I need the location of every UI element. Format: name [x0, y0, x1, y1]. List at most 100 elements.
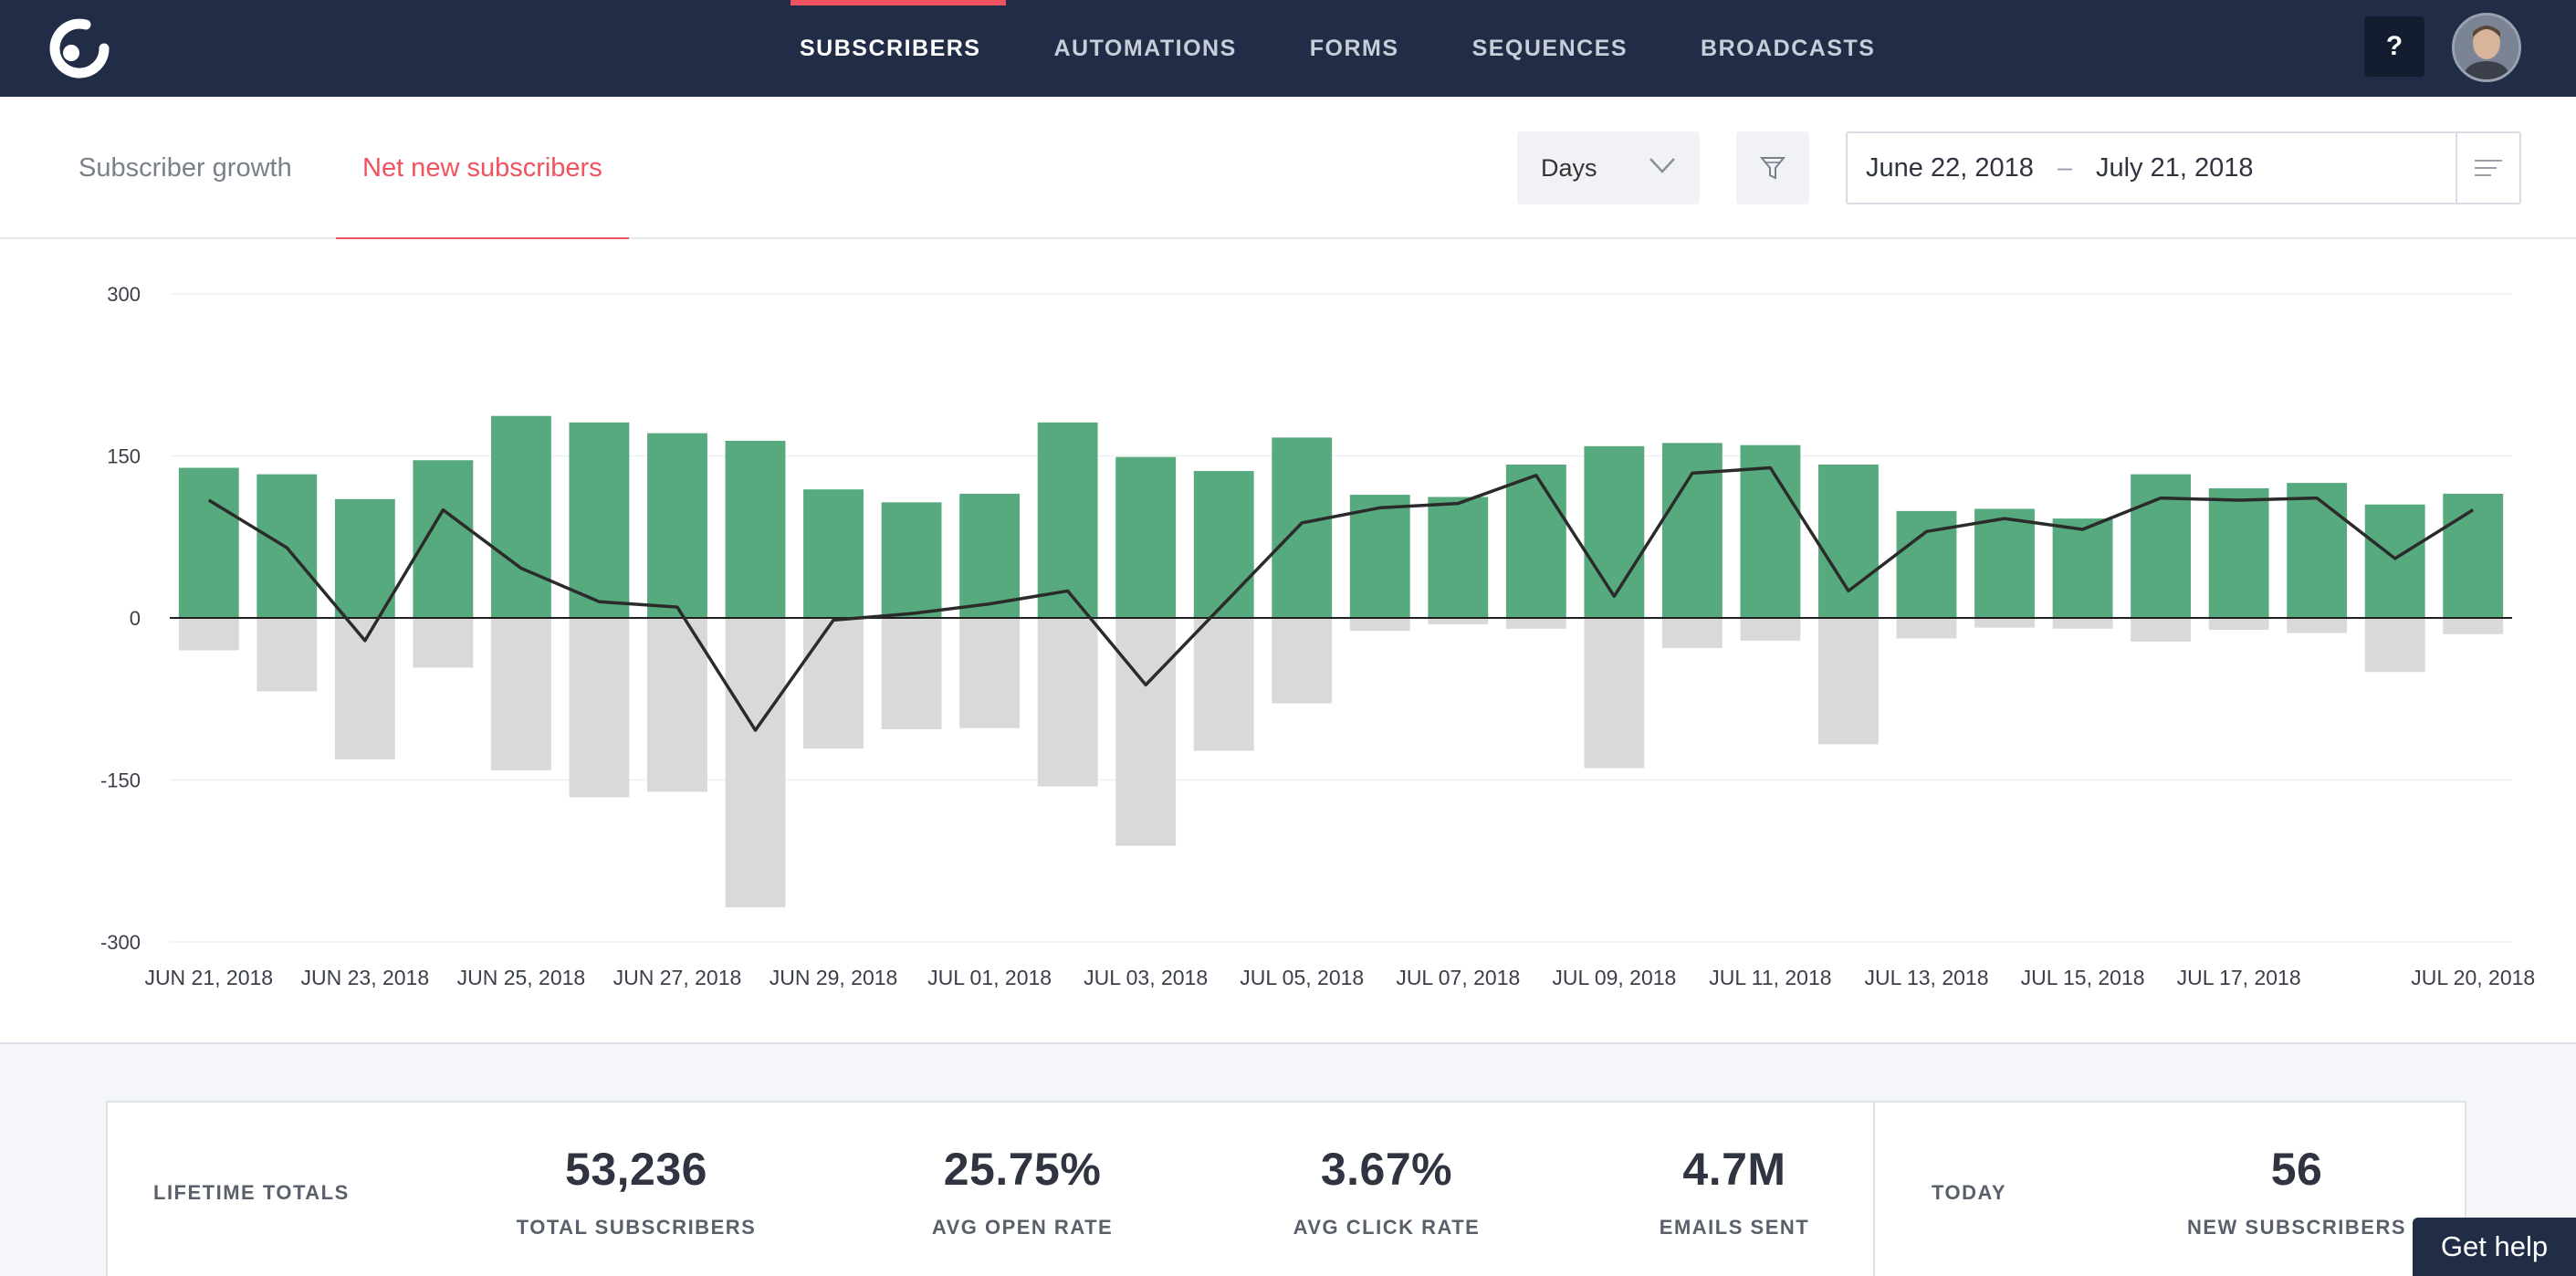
tab-net-new-subscribers[interactable]: Net new subscribers [336, 97, 629, 241]
bar-unsubscribed [1896, 618, 1957, 639]
top-nav-bar: SUBSCRIBERS AUTOMATIONS FORMS SEQUENCES … [0, 0, 2576, 97]
bar-unsubscribed [1974, 618, 2035, 628]
y-tick-label: 300 [107, 283, 141, 306]
bar-unsubscribed [1428, 618, 1489, 625]
nav-sequences[interactable]: SEQUENCES [1471, 35, 1628, 61]
date-range-menu-button[interactable] [2456, 133, 2519, 203]
stat-emails-sent: 4.7M EMAILS SENT [1579, 1143, 1890, 1239]
tab-subscriber-growth[interactable]: Subscriber growth [79, 152, 292, 183]
bar-unsubscribed [569, 618, 630, 798]
help-button[interactable]: ? [2364, 16, 2424, 77]
bar-unsubscribed [1037, 618, 1098, 787]
bar-unsubscribed [2364, 618, 2425, 673]
bar-new-subscribers [1272, 437, 1333, 618]
nav-automations[interactable]: AUTOMATIONS [1053, 35, 1237, 61]
granularity-select[interactable]: Days [1517, 131, 1700, 204]
avg-click-rate-label: AVG CLICK RATE [1293, 1216, 1481, 1239]
bar-new-subscribers [647, 433, 707, 618]
bar-new-subscribers [1037, 422, 1098, 618]
stat-avg-click-rate: 3.67% AVG CLICK RATE [1231, 1143, 1542, 1239]
stat-total-subscribers: 53,236 TOTAL SUBSCRIBERS [481, 1143, 791, 1239]
x-tick-label: JUL 07, 2018 [1396, 966, 1520, 989]
bar-unsubscribed [1818, 618, 1879, 745]
bar-new-subscribers [334, 498, 395, 618]
lifetime-totals-label: LIFETIME TOTALS [153, 1181, 350, 1204]
x-tick-label: JUL 11, 2018 [1709, 966, 1831, 989]
x-tick-label: JUL 09, 2018 [1552, 966, 1676, 989]
bar-unsubscribed [2131, 618, 2192, 643]
chevron-down-icon [1649, 158, 1675, 173]
bar-new-subscribers [2443, 493, 2504, 618]
x-tick-label: JUL 13, 2018 [1865, 966, 1989, 989]
y-tick-label: -300 [100, 931, 141, 954]
bar-unsubscribed [803, 618, 864, 749]
y-tick-label: 0 [130, 607, 141, 630]
bar-new-subscribers [725, 440, 786, 618]
bar-new-subscribers [2208, 488, 2269, 618]
bar-unsubscribed [1661, 618, 1723, 649]
x-tick-label: JUN 23, 2018 [301, 966, 430, 989]
bar-unsubscribed [1115, 618, 1177, 846]
bar-unsubscribed [2443, 618, 2504, 634]
bar-new-subscribers [569, 422, 630, 618]
bar-new-subscribers [803, 489, 864, 618]
x-tick-label: JUN 21, 2018 [144, 966, 273, 989]
bar-unsubscribed [1505, 618, 1566, 629]
bar-unsubscribed [2052, 618, 2113, 629]
bar-new-subscribers [959, 493, 1021, 618]
avg-open-rate-label: AVG OPEN RATE [931, 1216, 1114, 1239]
emails-sent-value: 4.7M [1682, 1144, 1786, 1195]
emails-sent-label: EMAILS SENT [1659, 1216, 1810, 1239]
bar-new-subscribers [2131, 474, 2192, 618]
total-subscribers-label: TOTAL SUBSCRIBERS [516, 1216, 757, 1239]
nav-forms[interactable]: FORMS [1309, 35, 1399, 61]
bar-unsubscribed [490, 618, 551, 770]
granularity-value: Days [1541, 153, 1597, 182]
y-tick-label: 150 [107, 445, 141, 468]
bar-unsubscribed [647, 618, 707, 792]
bar-unsubscribed [413, 618, 474, 668]
filter-button[interactable] [1736, 131, 1809, 204]
x-tick-label: JUL 17, 2018 [2177, 966, 2301, 989]
report-toolbar: Subscriber growth Net new subscribers Da… [0, 97, 2576, 241]
user-avatar[interactable] [2452, 13, 2521, 82]
net-new-line [207, 465, 2475, 732]
bar-new-subscribers [1818, 464, 1879, 618]
stats-divider [1873, 1103, 1875, 1276]
bar-new-subscribers [881, 502, 942, 618]
bar-unsubscribed [881, 618, 942, 729]
bar-new-subscribers [1193, 471, 1254, 618]
bar-new-subscribers [1428, 497, 1489, 618]
x-tick-label: JUN 25, 2018 [457, 966, 586, 989]
date-range-picker[interactable]: June 22, 2018 – July 21, 2018 [1846, 131, 2521, 204]
bar-new-subscribers [1349, 495, 1410, 618]
bar-new-subscribers [413, 460, 474, 618]
total-subscribers-value: 53,236 [565, 1144, 707, 1195]
bar-new-subscribers [1661, 443, 1723, 618]
stat-avg-open-rate: 25.75% AVG OPEN RATE [867, 1143, 1178, 1239]
x-tick-label: JUL 01, 2018 [927, 966, 1052, 989]
nav-subscribers[interactable]: SUBSCRIBERS [774, 0, 1007, 97]
bar-new-subscribers [178, 467, 239, 618]
stats-panel: LIFETIME TOTALS 53,236 TOTAL SUBSCRIBERS… [106, 1101, 2466, 1276]
avg-open-rate-value: 25.75% [943, 1144, 1102, 1195]
main-nav: SUBSCRIBERS AUTOMATIONS FORMS SEQUENCES … [774, 0, 1922, 97]
bar-new-subscribers [1584, 445, 1645, 618]
bar-unsubscribed [2287, 618, 2348, 633]
funnel-icon [1759, 157, 1786, 180]
nav-broadcasts[interactable]: BROADCASTS [1701, 35, 1876, 61]
bar-unsubscribed [959, 618, 1021, 728]
today-label: TODAY [1932, 1181, 2007, 1204]
avatar-portrait-icon [2455, 16, 2518, 79]
convertkit-logo-icon[interactable] [47, 18, 115, 78]
date-range-separator: – [2057, 152, 2072, 183]
y-tick-label: -150 [100, 769, 141, 792]
bar-new-subscribers [2287, 483, 2348, 618]
new-subscribers-value: 56 [2270, 1144, 2323, 1195]
x-tick-label: JUN 29, 2018 [770, 966, 898, 989]
date-range-start: June 22, 2018 [1866, 152, 2034, 183]
date-range-end: July 21, 2018 [2095, 152, 2254, 183]
bar-new-subscribers [2052, 518, 2113, 618]
get-help-button[interactable]: Get help [2413, 1218, 2576, 1276]
